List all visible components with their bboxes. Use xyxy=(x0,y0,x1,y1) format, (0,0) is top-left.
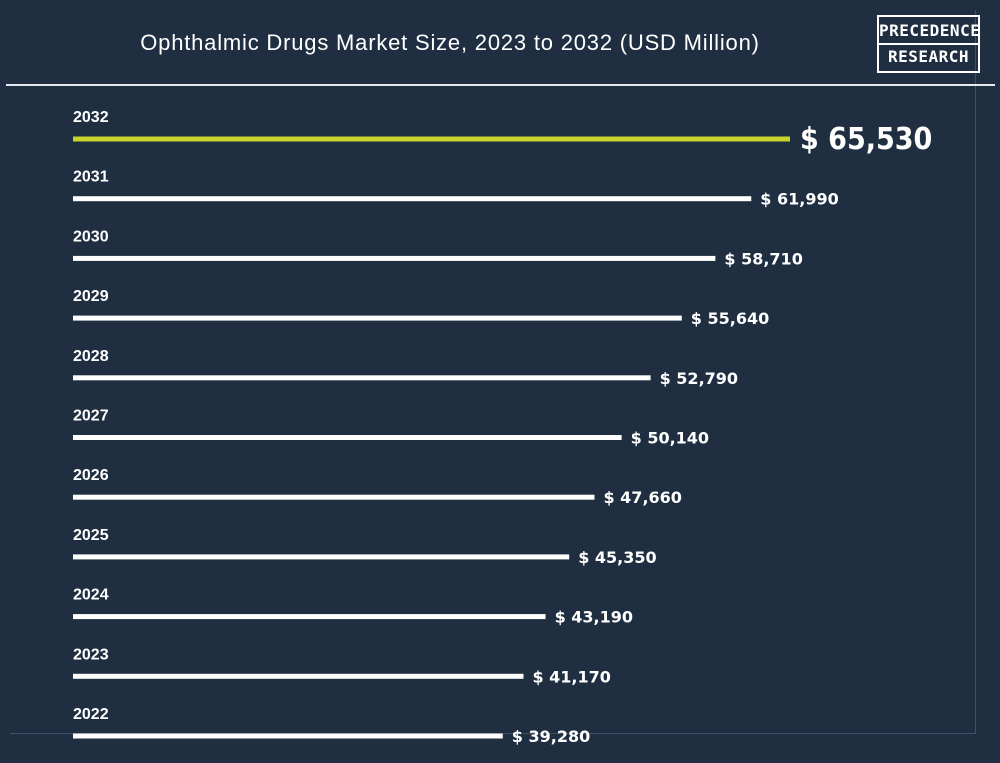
year-label-2022: 2022 xyxy=(73,706,109,723)
value-label-2032: $ 65,530 xyxy=(800,122,932,157)
value-label-2022: $ 39,280 xyxy=(512,727,590,746)
bar-2028 xyxy=(73,375,651,381)
value-label-2026: $ 47,660 xyxy=(603,488,681,507)
year-label-2024: 2024 xyxy=(73,587,109,604)
value-label-2029: $ 55,640 xyxy=(691,309,769,328)
bar-2026 xyxy=(73,494,595,500)
chart-title: Ophthalmic Drugs Market Size, 2023 to 20… xyxy=(140,30,760,55)
year-label-2026: 2026 xyxy=(73,467,109,484)
year-label-2029: 2029 xyxy=(73,288,109,305)
value-label-2024: $ 43,190 xyxy=(555,608,633,627)
logo-line-2: RESEARCH xyxy=(887,47,970,66)
year-label-2028: 2028 xyxy=(73,348,109,365)
value-label-2028: $ 52,790 xyxy=(660,369,738,388)
bar-2025 xyxy=(73,554,570,560)
year-label-2030: 2030 xyxy=(73,228,109,245)
bar-2032 xyxy=(73,136,790,142)
precedence-research-logo: PRECEDENCE RESEARCH xyxy=(877,15,980,73)
header-divider xyxy=(6,84,995,86)
logo-line-1: PRECEDENCE xyxy=(879,21,981,40)
value-label-2023: $ 41,170 xyxy=(532,667,610,686)
value-label-2031: $ 61,990 xyxy=(760,190,838,209)
bar-2022 xyxy=(73,733,503,739)
year-label-2027: 2027 xyxy=(73,408,109,425)
bar-2031 xyxy=(73,196,752,202)
value-label-2027: $ 50,140 xyxy=(631,429,709,448)
year-label-2031: 2031 xyxy=(73,169,109,186)
bar-2029 xyxy=(73,315,682,321)
year-label-2023: 2023 xyxy=(73,646,109,663)
bar-2027 xyxy=(73,435,622,440)
bar-2030 xyxy=(73,255,716,261)
value-label-2025: $ 45,350 xyxy=(578,548,656,567)
logo-separator xyxy=(879,43,978,45)
bar-2024 xyxy=(73,614,546,620)
value-label-2030: $ 58,710 xyxy=(724,249,802,268)
year-label-2032: 2032 xyxy=(73,109,109,126)
year-label-2025: 2025 xyxy=(73,527,109,544)
bar-2023 xyxy=(73,673,524,679)
